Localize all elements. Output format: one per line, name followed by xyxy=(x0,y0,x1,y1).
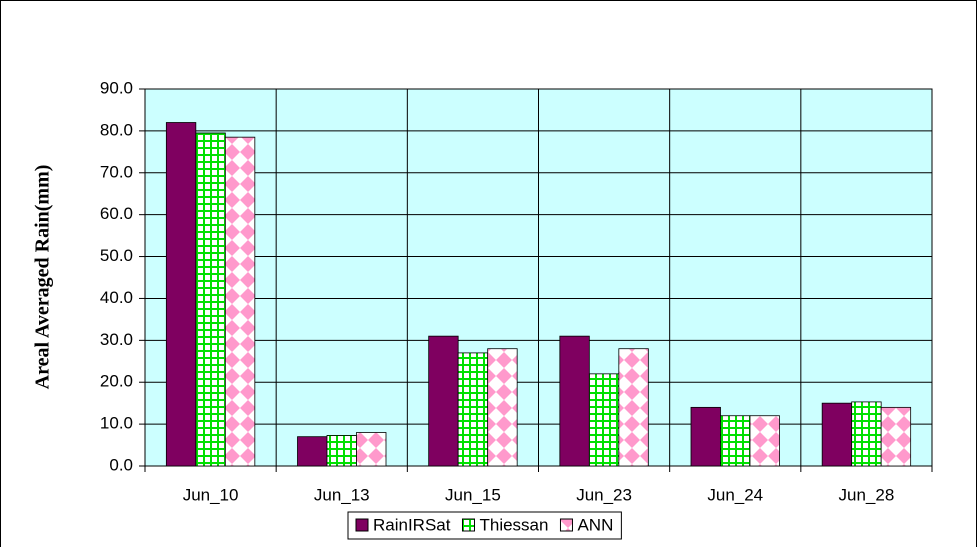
bar xyxy=(195,132,226,467)
x-tick-label: Jun_24 xyxy=(707,485,763,504)
bar xyxy=(487,348,518,467)
bar xyxy=(428,335,459,467)
y-tick-label: 60.0 xyxy=(100,204,133,223)
y-tick-label: 80.0 xyxy=(100,120,133,139)
y-tick-label: 90.0 xyxy=(100,78,133,97)
legend: RainIRSat Thiessan ANN xyxy=(347,511,622,540)
bar xyxy=(618,348,649,467)
legend-label: RainIRSat xyxy=(373,515,451,534)
y-axis-label: Areal Averaged Rain(mm) xyxy=(32,165,54,390)
legend-swatch xyxy=(559,518,573,532)
legend-label: Thiessan xyxy=(479,515,548,534)
y-tick-label: 40.0 xyxy=(100,288,133,307)
x-tick-label: Jun_15 xyxy=(445,485,501,504)
y-tick-label: 20.0 xyxy=(100,372,133,391)
bar xyxy=(559,335,590,467)
y-tick-label: 0.0 xyxy=(109,455,133,474)
legend-box xyxy=(347,511,622,540)
y-tick-label: 70.0 xyxy=(100,162,133,181)
bar xyxy=(356,432,387,467)
bar xyxy=(588,373,620,467)
x-tick-label: Jun_23 xyxy=(576,485,632,504)
bar xyxy=(749,415,780,467)
bar xyxy=(224,136,256,467)
y-tick-label: 10.0 xyxy=(100,414,133,433)
bar xyxy=(880,406,912,467)
bar xyxy=(297,436,328,467)
x-tick-label: Jun_13 xyxy=(314,485,370,504)
bar xyxy=(165,122,197,467)
y-tick-label: 30.0 xyxy=(100,330,133,349)
legend-label: ANN xyxy=(577,515,613,534)
x-tick-label: Jun_10 xyxy=(183,485,239,504)
x-tick-label: Jun_28 xyxy=(839,485,895,504)
legend-swatch xyxy=(461,518,475,532)
bar xyxy=(326,435,357,467)
bar xyxy=(851,401,882,467)
bar xyxy=(821,402,853,467)
bar xyxy=(720,415,751,467)
bar xyxy=(457,352,489,467)
y-tick-label: 50.0 xyxy=(100,246,133,265)
legend-swatch xyxy=(355,518,369,532)
plot-border xyxy=(144,88,933,467)
bar xyxy=(690,406,721,467)
